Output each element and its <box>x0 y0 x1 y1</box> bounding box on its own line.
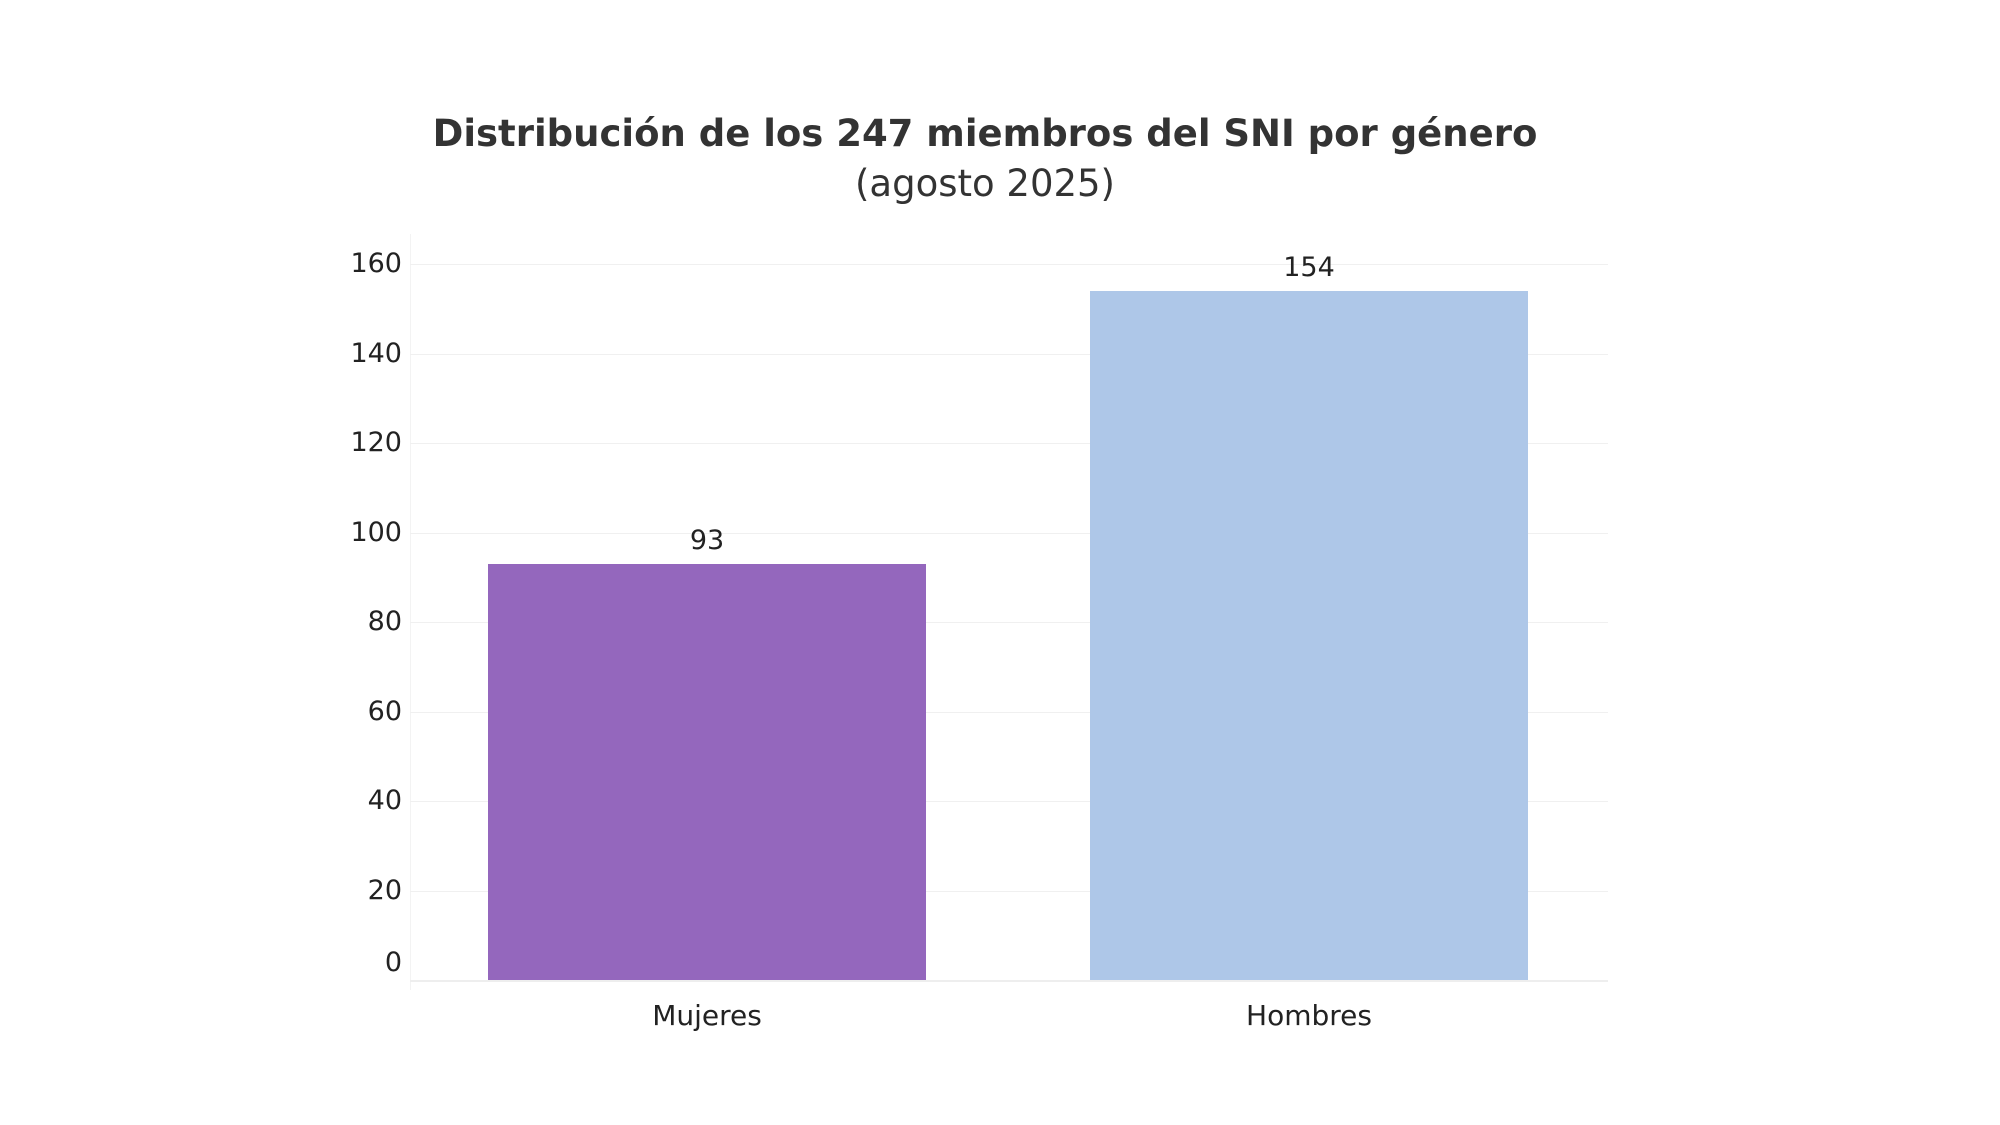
bar-hombres <box>1090 291 1528 980</box>
x-tick-label: Hombres <box>1246 999 1372 1032</box>
x-tick-label: Mujeres <box>652 999 762 1032</box>
bar-mujeres <box>488 564 926 980</box>
gridline <box>410 354 1608 355</box>
y-tick-label: 160 <box>350 248 402 279</box>
y-tick-label: 20 <box>367 875 402 906</box>
gridline <box>410 891 1608 892</box>
gridline <box>410 712 1608 713</box>
y-tick-label: 140 <box>350 338 402 369</box>
y-tick-label: 80 <box>367 606 402 637</box>
chart-subtitle: (agosto 2025) <box>854 162 1115 205</box>
chart-title: Distribución de los 247 miembros del SNI… <box>432 112 1538 155</box>
gridline <box>410 264 1608 265</box>
bar-value-label: 93 <box>689 525 725 556</box>
gridline <box>410 443 1608 444</box>
y-tick-label: 40 <box>367 785 402 816</box>
gridline <box>410 801 1608 802</box>
gridline <box>410 533 1608 534</box>
y-axis-line <box>410 234 411 990</box>
gridline <box>410 622 1608 623</box>
x-axis-line <box>410 980 1608 982</box>
bar-value-label: 154 <box>1283 252 1335 283</box>
y-tick-label: 60 <box>367 696 402 727</box>
y-tick-label: 100 <box>350 517 402 548</box>
y-tick-label: 0 <box>384 947 402 978</box>
y-tick-label: 120 <box>350 427 402 458</box>
